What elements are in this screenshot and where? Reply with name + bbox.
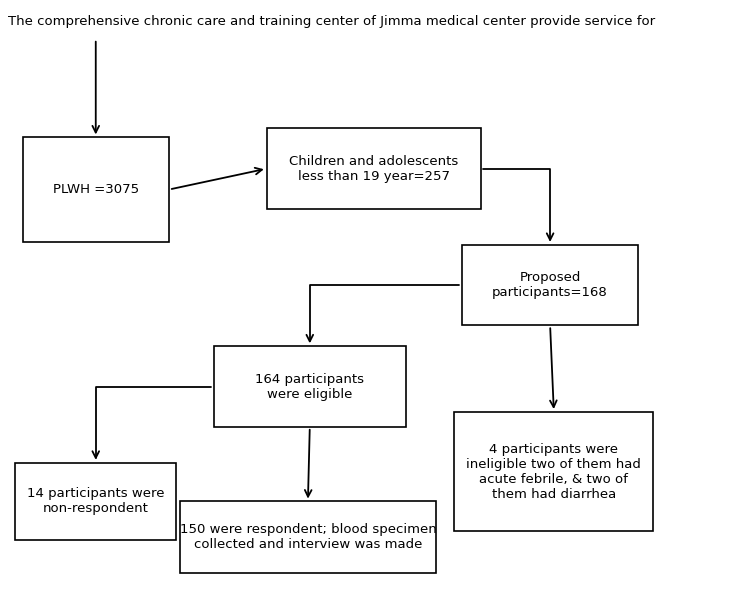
Text: 164 participants
were eligible: 164 participants were eligible — [255, 373, 364, 401]
FancyBboxPatch shape — [23, 137, 169, 242]
FancyBboxPatch shape — [15, 463, 176, 540]
FancyBboxPatch shape — [180, 501, 436, 573]
Text: The comprehensive chronic care and training center of Jimma medical center provi: The comprehensive chronic care and train… — [8, 15, 655, 28]
Text: 14 participants were
non-respondent: 14 participants were non-respondent — [27, 488, 164, 515]
Text: Children and adolescents
less than 19 year=257: Children and adolescents less than 19 ye… — [289, 155, 458, 183]
FancyBboxPatch shape — [214, 346, 406, 427]
Text: 4 participants were
ineligible two of them had
acute febrile, & two of
them had : 4 participants were ineligible two of th… — [466, 442, 641, 501]
FancyBboxPatch shape — [462, 245, 638, 325]
Text: 150 were respondent; blood specimen
collected and interview was made: 150 were respondent; blood specimen coll… — [179, 524, 436, 551]
FancyBboxPatch shape — [267, 128, 481, 209]
Text: PLWH =3075: PLWH =3075 — [53, 183, 139, 196]
FancyBboxPatch shape — [454, 412, 653, 531]
Text: Proposed
participants=168: Proposed participants=168 — [492, 271, 608, 299]
